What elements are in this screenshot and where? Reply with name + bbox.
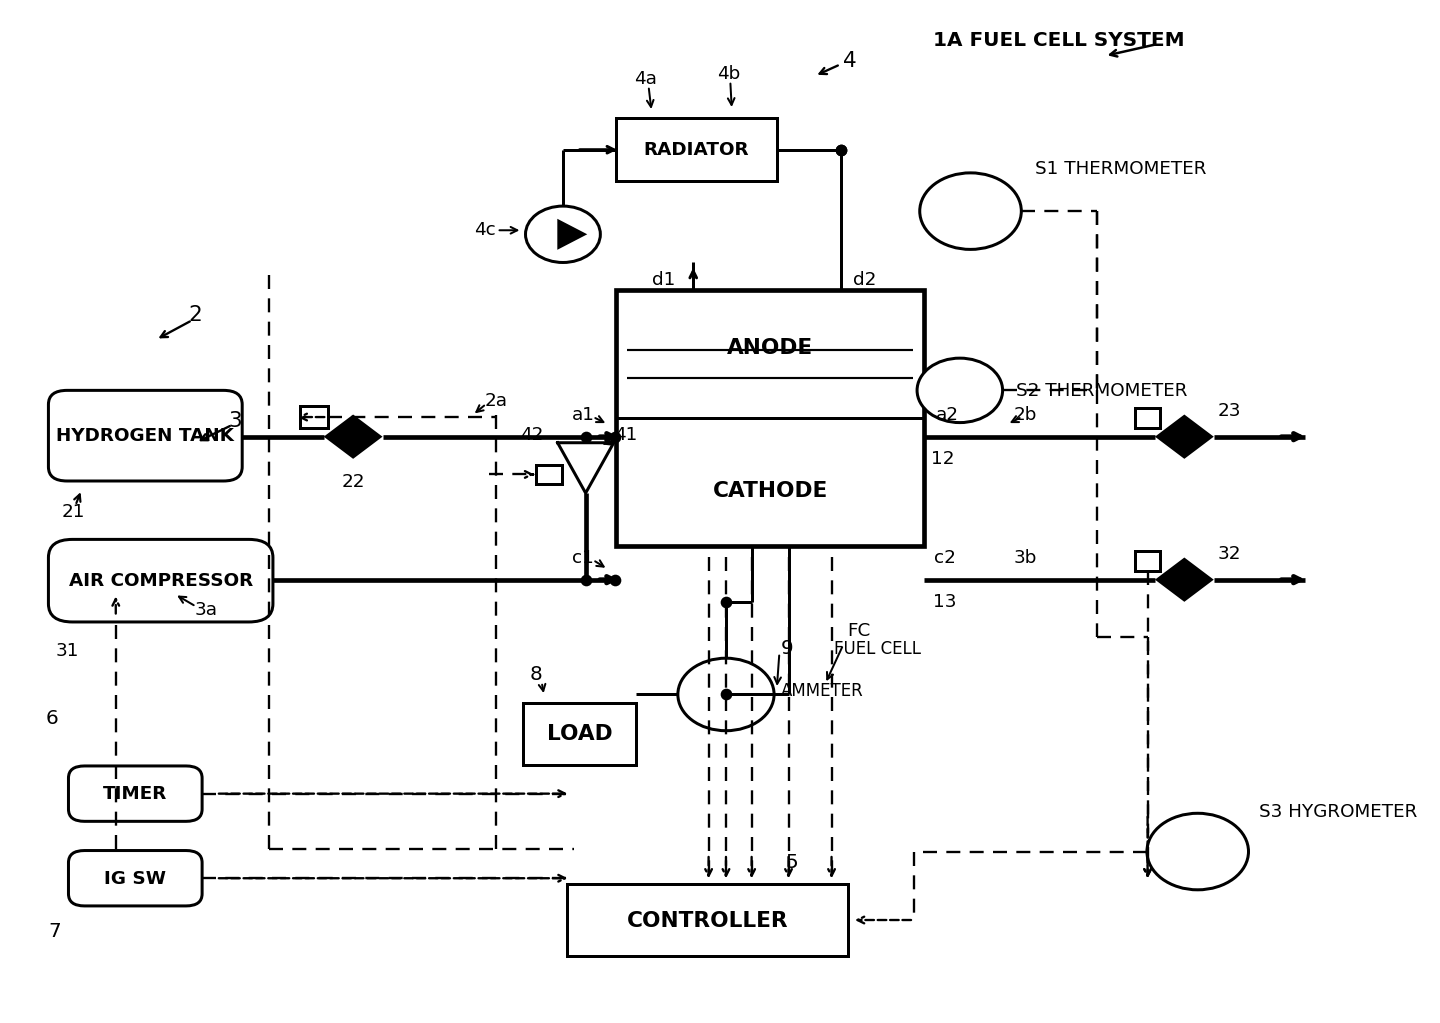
Text: 5: 5 [785, 852, 798, 872]
Text: 4a: 4a [634, 70, 657, 88]
Text: 3: 3 [229, 411, 242, 431]
Text: S2 THERMOMETER: S2 THERMOMETER [1017, 382, 1188, 400]
Text: 3b: 3b [1014, 548, 1037, 567]
Text: 4: 4 [844, 51, 857, 71]
Text: 22: 22 [341, 473, 364, 490]
Text: IG SW: IG SW [104, 870, 166, 887]
Text: CONTROLLER: CONTROLLER [626, 910, 788, 930]
Text: 1A FUEL CELL SYSTEM: 1A FUEL CELL SYSTEM [933, 31, 1184, 50]
Polygon shape [1155, 558, 1214, 603]
Text: AIR COMPRESSOR: AIR COMPRESSOR [69, 572, 253, 590]
Text: CATHODE: CATHODE [713, 480, 828, 500]
FancyBboxPatch shape [69, 851, 202, 906]
Text: FC: FC [848, 621, 871, 639]
Polygon shape [1155, 415, 1214, 459]
Text: 6: 6 [46, 708, 59, 727]
Text: d1: d1 [652, 271, 675, 290]
Circle shape [917, 358, 1002, 422]
Text: 41: 41 [613, 426, 638, 444]
Circle shape [1146, 813, 1248, 890]
Polygon shape [557, 219, 588, 251]
Circle shape [526, 207, 600, 263]
Text: 4b: 4b [717, 64, 740, 83]
Text: 13: 13 [933, 593, 958, 611]
Text: 4c: 4c [475, 221, 497, 238]
Text: 2b: 2b [1014, 406, 1037, 424]
Text: ANODE: ANODE [727, 338, 814, 358]
Text: S1 THERMOMETER: S1 THERMOMETER [1035, 161, 1207, 178]
Text: a1: a1 [572, 406, 595, 424]
Text: AMMETER: AMMETER [780, 681, 864, 700]
Bar [616, 119, 776, 181]
Text: 9: 9 [780, 639, 793, 658]
Text: 2: 2 [189, 305, 203, 325]
Text: 32: 32 [1218, 545, 1241, 563]
Text: c1: c1 [572, 548, 593, 567]
Bar [523, 703, 636, 765]
FancyBboxPatch shape [49, 540, 274, 622]
Text: LOAD: LOAD [547, 724, 612, 744]
Text: 21: 21 [62, 502, 85, 521]
Text: 3a: 3a [194, 602, 217, 619]
Text: 12: 12 [930, 450, 955, 469]
Circle shape [920, 173, 1021, 250]
Text: RADIATOR: RADIATOR [644, 141, 749, 160]
Text: d2: d2 [852, 271, 877, 290]
Text: c2: c2 [935, 548, 956, 567]
Bar [1135, 551, 1161, 571]
Text: 8: 8 [530, 665, 543, 684]
Text: a2: a2 [936, 406, 959, 424]
Text: S3 HYGROMETER: S3 HYGROMETER [1259, 802, 1417, 820]
Text: 2a: 2a [485, 392, 508, 410]
Text: 42: 42 [520, 426, 544, 444]
Circle shape [678, 659, 775, 730]
FancyBboxPatch shape [49, 391, 242, 481]
Text: 23: 23 [1218, 402, 1241, 419]
Bar [1135, 409, 1161, 428]
Text: TIMER: TIMER [104, 785, 167, 803]
Text: FUEL CELL: FUEL CELL [834, 639, 922, 658]
Text: HYDROGEN TANK: HYDROGEN TANK [56, 427, 235, 445]
FancyBboxPatch shape [69, 766, 202, 821]
Bar [616, 291, 923, 546]
Bar [300, 407, 328, 428]
Bar [567, 884, 848, 957]
Text: 7: 7 [49, 922, 62, 940]
Bar [536, 465, 562, 484]
Text: 31: 31 [55, 641, 79, 660]
Polygon shape [324, 415, 383, 459]
